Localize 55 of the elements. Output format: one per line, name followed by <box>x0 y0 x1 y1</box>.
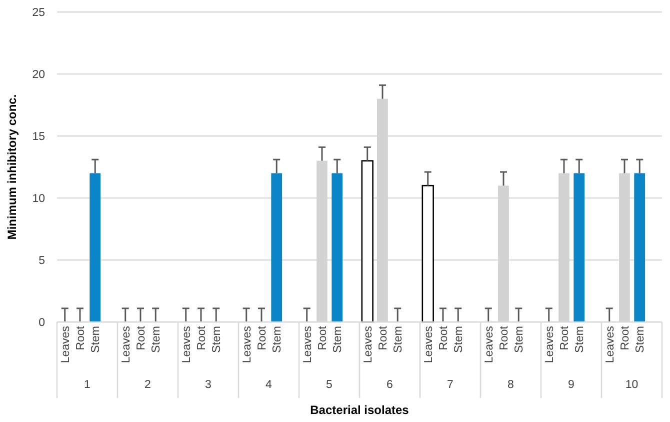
y-tick-label: 10 <box>32 193 45 206</box>
text: Leaves <box>60 326 72 364</box>
bar <box>90 173 101 322</box>
bar <box>574 173 585 322</box>
x-tick-label: 7 <box>447 379 454 391</box>
x-tick-label: 2 <box>144 379 151 391</box>
y-tick-label: 5 <box>38 255 45 268</box>
x-tick-label: 4 <box>266 379 273 391</box>
text: Leaves <box>180 326 193 364</box>
text: Root <box>196 326 208 350</box>
bar <box>271 173 282 322</box>
text: Root <box>620 326 632 350</box>
y-tick-label: 25 <box>32 7 45 20</box>
x-tick-label: 5 <box>326 379 332 391</box>
text: Stem <box>514 326 526 353</box>
text: Root <box>498 326 511 350</box>
text: Leaves <box>422 326 435 364</box>
y-tick-label: 20 <box>32 69 45 82</box>
text: Root <box>136 326 148 350</box>
x-tick-label: 10 <box>625 379 638 391</box>
text: Stem <box>211 326 224 353</box>
x-axis-title: Bacterial isolates <box>310 403 410 417</box>
x-tick-label: 9 <box>568 379 574 391</box>
text: Root <box>378 326 390 350</box>
text: Root <box>256 326 269 350</box>
x-tick-label: 1 <box>84 379 90 391</box>
bar <box>361 160 374 323</box>
text: Leaves <box>241 326 254 364</box>
text: Stem <box>150 326 163 353</box>
text: Stem <box>90 326 102 353</box>
text: Stem <box>574 326 586 353</box>
text: Stem <box>453 326 466 353</box>
text: Leaves <box>302 326 314 364</box>
text: Stem <box>272 326 284 353</box>
x-tick-label: 6 <box>386 379 393 391</box>
text: Leaves <box>544 326 556 364</box>
text: Leaves <box>120 326 132 364</box>
y-tick-label: 15 <box>32 131 45 144</box>
text: Stem <box>332 326 344 353</box>
x-tick-label: 3 <box>205 379 212 391</box>
bar <box>332 173 343 322</box>
text: Leaves <box>362 326 374 364</box>
y-axis-title: Minimum inhibitory conc. <box>5 94 19 240</box>
text: Leaves <box>604 326 616 364</box>
text: Root <box>559 326 572 350</box>
text: Root <box>438 326 450 350</box>
y-tick-label: 0 <box>38 317 45 330</box>
bar <box>634 173 646 322</box>
text: Stem <box>634 326 647 353</box>
text: Leaves <box>483 326 496 364</box>
text: Stem <box>392 326 405 353</box>
text: Root <box>75 325 88 350</box>
x-tick-label: 8 <box>508 379 514 391</box>
bar <box>422 184 434 323</box>
text: Root <box>317 326 330 350</box>
